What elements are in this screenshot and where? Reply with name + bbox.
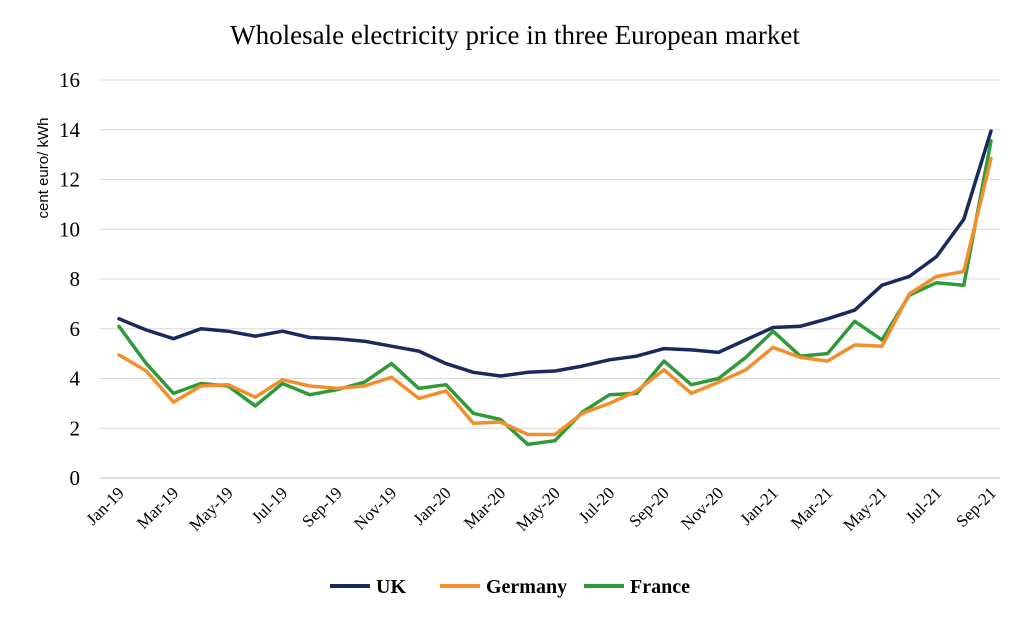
y-axis-ticks: 0 2 4 6 8 10 12 14 16 xyxy=(59,68,81,490)
x-tick-label: Jan-20 xyxy=(409,483,454,528)
x-tick-label: Sep-21 xyxy=(952,483,999,530)
x-tick-label: Mar-19 xyxy=(133,483,182,532)
y-axis-label: cent euro/ kWh xyxy=(35,118,52,219)
x-tick-label: Jul-19 xyxy=(248,483,291,526)
gridlines xyxy=(100,79,1000,429)
x-tick-label: Mar-21 xyxy=(787,483,836,532)
legend-label-uk: UK xyxy=(376,576,406,598)
x-tick-label: May-20 xyxy=(512,483,563,534)
x-axis-ticks: Jan-19 Mar-19 May-19 Jul-19 Sep-19 Nov-19 Jan-… xyxy=(82,483,999,534)
x-tick-label: Nov-19 xyxy=(350,483,400,533)
x-tick-label: May-19 xyxy=(185,483,236,534)
x-tick-label: Sep-20 xyxy=(625,483,672,530)
x-tick-label: Jul-20 xyxy=(575,483,618,526)
series-line-germany xyxy=(117,156,993,437)
x-tick-label: Jan-19 xyxy=(82,483,127,528)
series-lines xyxy=(117,129,993,447)
y-tick-label: 16 xyxy=(59,68,80,92)
legend-label-france: France xyxy=(630,576,690,598)
x-tick-label: Mar-20 xyxy=(460,483,509,532)
y-tick-label: 10 xyxy=(59,217,80,241)
legend: UK Germany France xyxy=(330,576,690,598)
y-tick-label: 8 xyxy=(70,267,81,291)
x-tick-label: Nov-20 xyxy=(677,483,727,533)
x-tick-label: May-21 xyxy=(839,483,890,534)
chart-title: Wholesale electricity price in three Eur… xyxy=(230,20,800,50)
y-tick-label: 2 xyxy=(70,416,81,440)
series-line-uk xyxy=(117,129,993,378)
series-line-france xyxy=(117,139,993,447)
x-tick-label: Sep-19 xyxy=(298,483,345,530)
x-tick-label: Jan-21 xyxy=(736,483,781,528)
y-tick-label: 14 xyxy=(59,118,81,142)
y-tick-label: 6 xyxy=(70,317,81,341)
y-tick-label: 4 xyxy=(70,367,81,391)
x-tick-label: Jul-21 xyxy=(902,483,945,526)
y-tick-label: 0 xyxy=(70,466,81,490)
y-tick-label: 12 xyxy=(59,168,80,192)
legend-label-germany: Germany xyxy=(486,576,567,598)
